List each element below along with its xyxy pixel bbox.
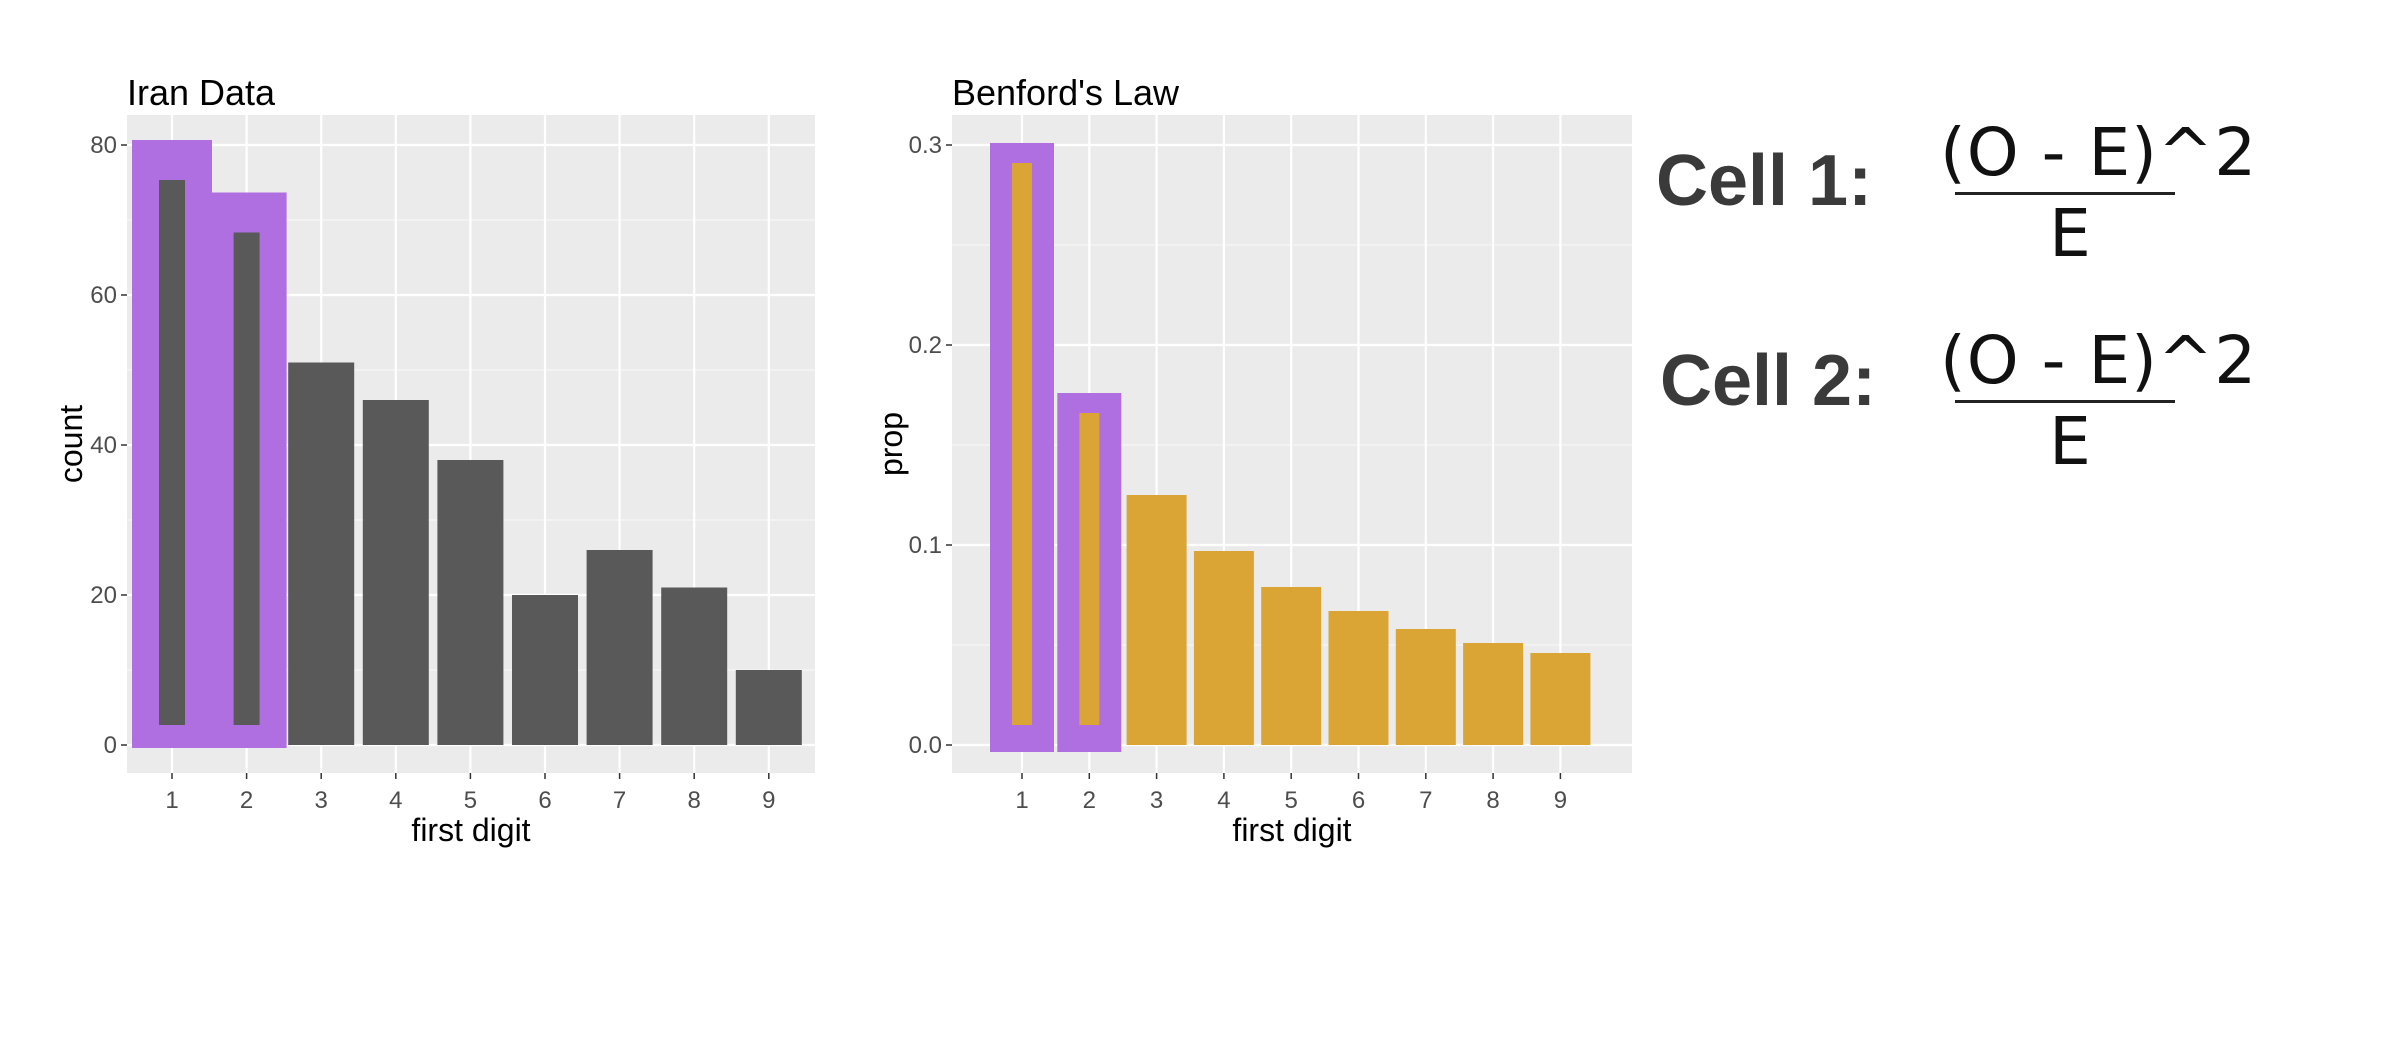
y-tick-label: 80 (90, 132, 117, 159)
bar-3 (1126, 495, 1187, 745)
x-axis-title: first digit (1232, 812, 1351, 848)
x-axis-title: first digit (411, 812, 530, 848)
y-tick-label: 20 (90, 582, 117, 609)
highlight-box-2 (206, 192, 287, 748)
y-tick-label: 0.2 (909, 332, 942, 359)
y-axis-title: prop (873, 412, 909, 476)
bar-7 (586, 550, 653, 745)
y-axis-title: count (53, 405, 89, 483)
y-tick-label: 0.3 (909, 132, 942, 159)
x-tick-label: 8 (1486, 787, 1499, 814)
y-tick-label: 60 (90, 282, 117, 309)
y-tick-label: 0.1 (909, 532, 942, 559)
cell-2-numerator: (O - E)^2 (1940, 322, 2258, 399)
x-tick-label: 4 (1217, 787, 1230, 814)
cell-2-formula: (O - E)^2 E (1940, 322, 2258, 480)
cell-1-numerator: (O - E)^2 (1940, 114, 2258, 191)
bar-5 (437, 460, 504, 745)
x-tick-label: 2 (240, 787, 253, 814)
bar-1 (1012, 163, 1032, 725)
cell-2-label: Cell 2: (1660, 341, 1877, 421)
bar-6 (512, 595, 578, 745)
y-tick-label: 0 (104, 732, 117, 759)
plot-panel (127, 115, 815, 773)
bar-2 (233, 232, 260, 725)
bar-4 (1193, 551, 1254, 745)
bar-2 (1079, 413, 1100, 725)
x-tick-label: 6 (1352, 787, 1365, 814)
cell-2-fraction-bar (1955, 400, 2175, 403)
highlight-box-1 (990, 143, 1054, 752)
x-tick-label: 2 (1083, 787, 1096, 814)
chart-title: Benford's Law (952, 72, 1180, 113)
cell-1-formula: (O - E)^2 E (1940, 114, 2258, 272)
y-tick-label: 0.0 (909, 732, 942, 759)
bar-9 (1530, 653, 1591, 745)
x-tick-label: 8 (688, 787, 701, 814)
highlight-box-2 (1057, 393, 1122, 752)
x-tick-label: 7 (1419, 787, 1432, 814)
bar-3 (288, 362, 355, 745)
cell-2-denominator: E (2049, 403, 2091, 480)
x-tick-label: 3 (1150, 787, 1163, 814)
x-tick-label: 6 (538, 787, 551, 814)
highlight-box-1 (132, 140, 212, 748)
x-tick-label: 5 (464, 787, 477, 814)
bar-8 (661, 587, 728, 745)
chart-title: Iran Data (127, 72, 276, 113)
bar-4 (362, 400, 429, 745)
y-tick-label: 40 (90, 432, 117, 459)
cell-1-fraction-bar (1955, 192, 2175, 195)
bar-7 (1395, 629, 1456, 745)
bar-6 (1328, 611, 1389, 745)
bar-9 (735, 670, 802, 745)
x-tick-label: 9 (762, 787, 775, 814)
cell-1-label: Cell 1: (1656, 141, 1873, 221)
x-tick-label: 7 (613, 787, 626, 814)
x-tick-label: 1 (165, 787, 178, 814)
bar-5 (1261, 587, 1322, 745)
x-tick-label: 5 (1285, 787, 1298, 814)
cell-1-denominator: E (2049, 195, 2091, 272)
plot-panel (952, 115, 1632, 773)
bar-8 (1463, 643, 1524, 745)
x-tick-label: 3 (315, 787, 328, 814)
x-tick-label: 4 (389, 787, 402, 814)
x-tick-label: 9 (1554, 787, 1567, 814)
bar-1 (159, 180, 185, 725)
x-tick-label: 1 (1015, 787, 1028, 814)
